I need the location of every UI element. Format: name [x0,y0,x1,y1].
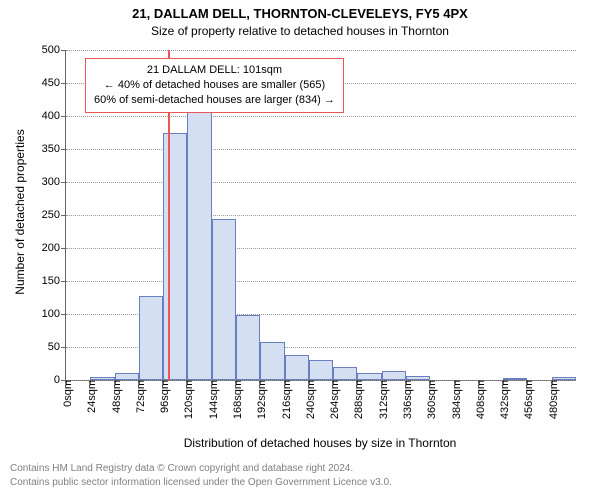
xtick-label: 144sqm [204,380,220,419]
xtick-label: 384sqm [447,380,463,419]
gridline [66,248,576,249]
xtick-label: 0sqm [58,380,74,407]
xtick-label: 312sqm [374,380,390,419]
footer-line-1: Contains HM Land Registry data © Crown c… [0,463,600,474]
histogram-bar [309,360,333,380]
ytick-label: 450 [42,77,66,89]
ytick-label: 50 [48,341,66,353]
xtick-label: 72sqm [131,380,147,413]
histogram-bar [357,373,381,380]
histogram-bar [139,296,163,380]
y-axis-label: Number of detached properties [13,62,27,362]
footer-line-2: Contains public sector information licen… [0,477,600,488]
ytick-label: 400 [42,110,66,122]
xtick-label: 216sqm [277,380,293,419]
xtick-label: 24sqm [82,380,98,413]
xtick-label: 360sqm [422,380,438,419]
gridline [66,215,576,216]
info-box-line2: ← 40% of detached houses are smaller (56… [94,78,335,93]
histogram-bar [382,371,406,380]
ytick-label: 250 [42,209,66,221]
xtick-label: 336sqm [398,380,414,419]
xtick-label: 456sqm [519,380,535,419]
gridline [66,50,576,51]
xtick-label: 96sqm [155,380,171,413]
xtick-label: 48sqm [107,380,123,413]
chart-subtitle: Size of property relative to detached ho… [0,24,600,38]
gridline [66,116,576,117]
histogram-chart: 21, DALLAM DELL, THORNTON-CLEVELEYS, FY5… [0,0,600,500]
gridline [66,149,576,150]
histogram-bar [115,373,139,380]
histogram-bar [187,107,211,380]
ytick-label: 100 [42,308,66,320]
x-axis-label: Distribution of detached houses by size … [65,436,575,450]
histogram-bar [333,367,357,380]
xtick-label: 120sqm [179,380,195,419]
xtick-label: 192sqm [252,380,268,419]
xtick-label: 264sqm [325,380,341,419]
xtick-label: 480sqm [544,380,560,419]
ytick-label: 300 [42,176,66,188]
ytick-label: 500 [42,44,66,56]
gridline [66,182,576,183]
xtick-label: 168sqm [228,380,244,419]
info-box: 21 DALLAM DELL: 101sqm← 40% of detached … [85,58,344,113]
xtick-label: 240sqm [301,380,317,419]
chart-title: 21, DALLAM DELL, THORNTON-CLEVELEYS, FY5… [0,6,600,21]
xtick-label: 432sqm [495,380,511,419]
info-box-line1: 21 DALLAM DELL: 101sqm [94,63,335,78]
histogram-bar [260,342,284,380]
xtick-label: 288sqm [349,380,365,419]
ytick-label: 200 [42,242,66,254]
histogram-bar [236,315,260,380]
gridline [66,281,576,282]
xtick-label: 408sqm [471,380,487,419]
ytick-label: 150 [42,275,66,287]
info-box-line3: 60% of semi-detached houses are larger (… [94,93,335,108]
histogram-bar [285,355,309,380]
histogram-bar [212,219,236,380]
ytick-label: 350 [42,143,66,155]
histogram-bar [163,133,187,380]
